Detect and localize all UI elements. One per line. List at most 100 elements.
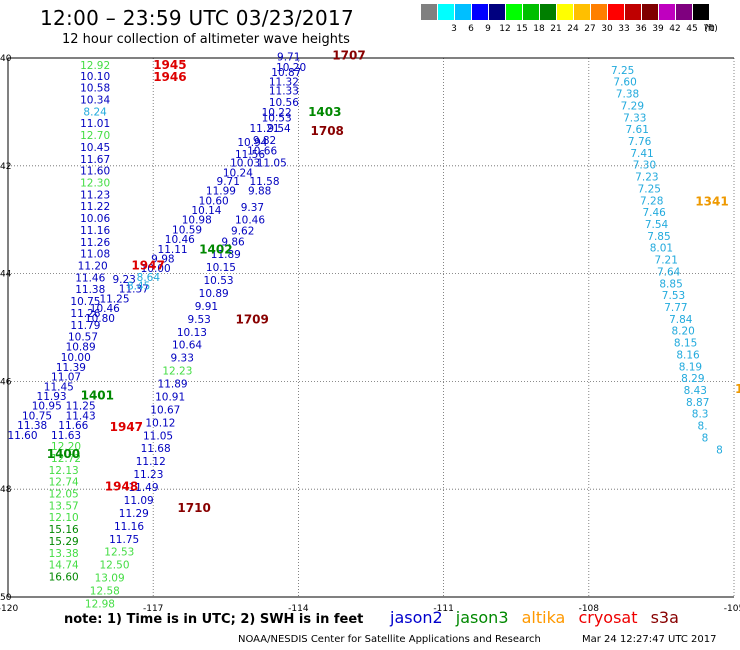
wave-height-value: 10.00 — [141, 263, 171, 275]
wave-height-value: 11.26 — [70, 308, 100, 320]
legend-s3a: s3a — [650, 608, 679, 627]
pass-time-label: 1948 — [105, 480, 138, 494]
wave-height-value: 11.21 — [249, 123, 279, 135]
wave-height-value: 8.43 — [684, 385, 707, 397]
wave-height-value: 12.30 — [80, 178, 110, 190]
color-swatch — [693, 4, 709, 20]
lat-tick-label: 48 — [0, 485, 12, 495]
color-swatch — [506, 4, 522, 20]
wave-height-value: 7.85 — [647, 231, 670, 243]
wave-height-value: 9.33 — [171, 353, 194, 365]
wave-height-value: 12.92 — [80, 60, 110, 72]
wave-height-value: 7.21 — [655, 255, 678, 267]
pass-time-label: 1710 — [177, 501, 210, 515]
wave-height-value: 10.06 — [80, 213, 110, 225]
color-scale-label: 42 — [669, 24, 681, 34]
wave-height-value: 9.91 — [195, 301, 218, 313]
wave-height-value: 12.70 — [80, 130, 110, 142]
color-swatch — [540, 4, 556, 20]
wave-height-value: 10.53 — [262, 112, 292, 124]
wave-height-value: 11.05 — [143, 430, 173, 442]
wave-height-value: 10.75 — [22, 410, 52, 422]
wave-height-value: 11.66 — [58, 420, 88, 432]
color-scale-label: 18 — [533, 24, 545, 34]
wave-height-value: 7.84 — [669, 314, 693, 326]
wave-height-value: 11.23 — [133, 469, 163, 481]
wave-height-value: 10.00 — [61, 352, 91, 364]
pass-time-label: 1709 — [235, 312, 268, 326]
pass-time-label: 1707 — [332, 48, 365, 62]
wave-height-value: 11.11 — [158, 244, 188, 256]
pass-time-label: 1946 — [153, 70, 186, 84]
wave-height-value: 9.88 — [248, 186, 271, 198]
wave-height-value: 11.60 — [80, 166, 110, 178]
wave-height-value: 11.89 — [211, 249, 241, 261]
wave-height-value: 11.05 — [257, 158, 287, 170]
lon-tick-label: -105 — [724, 604, 740, 614]
pass-time-label: 1400 — [47, 447, 80, 461]
wave-height-value: 8.15 — [674, 338, 697, 350]
wave-height-value: 11.01 — [80, 118, 110, 130]
legend-cryosat: cryosat — [578, 608, 638, 627]
wave-height-value: 10.94 — [237, 137, 267, 149]
wave-height-value: 8 — [716, 444, 723, 456]
satellite-legend: jason2 jason3 altika cryosat s3a — [390, 608, 687, 627]
wave-height-value: 8 — [702, 432, 709, 444]
wave-height-value: 7.41 — [630, 148, 653, 160]
lon-tick-label: -117 — [143, 604, 163, 614]
wave-height-value: 10.59 — [172, 224, 202, 236]
color-scale-label: 30 — [601, 24, 613, 34]
lat-tick-label: 44 — [0, 270, 12, 280]
lat-tick-label: 40 — [0, 54, 12, 64]
pass-time-label: 1403 — [308, 105, 341, 119]
color-swatch — [489, 4, 505, 20]
wave-height-value: 10.56 — [269, 97, 299, 109]
wave-height-value: 11.33 — [269, 85, 299, 97]
color-scale-label: 24 — [567, 24, 579, 34]
color-scale-label: 3 — [451, 24, 457, 34]
wave-height-value: 14.74 — [49, 560, 79, 572]
wave-height-value: 11.63 — [51, 430, 81, 442]
wave-height-value: 10.15 — [206, 262, 236, 274]
wave-height-value: 13.38 — [49, 548, 79, 560]
wave-height-value: 10.66 — [247, 146, 277, 158]
wave-height-value: 7.38 — [616, 89, 639, 101]
color-swatch — [421, 4, 437, 20]
wave-height-value: 8.16 — [676, 349, 700, 361]
wave-height-value: 8.24 — [83, 106, 107, 118]
wave-height-value: 12.72 — [51, 453, 81, 465]
pass-time-label: 1 — [735, 382, 740, 396]
wave-height-value: 7.76 — [628, 136, 652, 148]
wave-height-value: 9.23 — [112, 274, 135, 286]
wave-height-value: 12.53 — [104, 547, 134, 559]
lon-tick-label: -114 — [288, 604, 309, 614]
wave-height-value: 12.98 — [85, 598, 115, 610]
wave-height-value: 9.54 — [267, 123, 291, 135]
wave-height-value: 7.25 — [611, 65, 634, 77]
wave-height-value: 16.60 — [49, 572, 79, 584]
wave-height-value: 11.16 — [114, 521, 144, 533]
wave-height-value: 7.61 — [626, 124, 649, 136]
credit-line: NOAA/NESDIS Center for Satellite Applica… — [238, 634, 541, 645]
wave-height-value: 12.50 — [99, 560, 129, 572]
generated-timestamp: Mar 24 12:27:47 UTC 2017 — [582, 634, 717, 645]
wave-height-value: 11.09 — [124, 495, 154, 507]
pass-time-label: 1341 — [695, 194, 728, 208]
wave-height-value: 11.39 — [56, 362, 86, 374]
map-subtitle: 12 hour collection of altimeter wave hei… — [62, 32, 350, 47]
wave-height-value: 9.86 — [221, 236, 245, 248]
wave-height-value: 9.98 — [151, 254, 174, 266]
wave-height-value: 10.45 — [80, 142, 110, 154]
color-scale-label: 45 — [686, 24, 698, 34]
wave-height-value: 10.89 — [66, 341, 96, 353]
pass-time-label: 1402 — [199, 242, 232, 256]
wave-height-value: 11.07 — [51, 372, 81, 384]
wave-height-value: 7.28 — [640, 195, 663, 207]
color-swatch — [608, 4, 624, 20]
wave-height-value: 12.05 — [49, 489, 79, 501]
wave-height-value: 13.09 — [95, 573, 125, 585]
pass-time-label: 1947 — [131, 259, 164, 273]
wave-height-value: 11.25 — [66, 401, 96, 413]
wave-height-value: 11.49 — [128, 482, 158, 494]
